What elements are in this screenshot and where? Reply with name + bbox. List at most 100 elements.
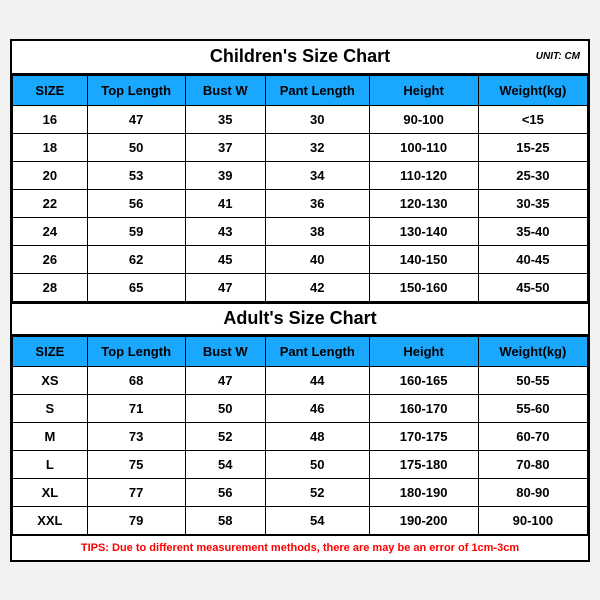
col-bust: Bust W <box>185 336 266 366</box>
table-cell: 28 <box>13 273 88 301</box>
col-bust: Bust W <box>185 75 266 105</box>
table-cell: 62 <box>87 245 185 273</box>
tips-text: TIPS: Due to different measurement metho… <box>12 535 588 560</box>
table-cell: 170-175 <box>369 422 478 450</box>
table-cell: 77 <box>87 478 185 506</box>
table-cell: S <box>13 394 88 422</box>
table-cell: 45 <box>185 245 266 273</box>
table-cell: XXL <box>13 506 88 534</box>
table-cell: 26 <box>13 245 88 273</box>
table-cell: 16 <box>13 105 88 133</box>
table-cell: 68 <box>87 366 185 394</box>
table-cell: 15-25 <box>478 133 587 161</box>
table-cell: 79 <box>87 506 185 534</box>
table-cell: 30-35 <box>478 189 587 217</box>
table-cell: 110-120 <box>369 161 478 189</box>
table-cell: 24 <box>13 217 88 245</box>
table-cell: 80-90 <box>478 478 587 506</box>
table-cell: 140-150 <box>369 245 478 273</box>
table-cell: L <box>13 450 88 478</box>
table-row: 26624540140-15040-45 <box>13 245 588 273</box>
table-row: S715046160-17055-60 <box>13 394 588 422</box>
table-cell: 71 <box>87 394 185 422</box>
table-cell: 160-165 <box>369 366 478 394</box>
table-cell: 53 <box>87 161 185 189</box>
children-table: SIZE Top Length Bust W Pant Length Heigh… <box>12 75 588 302</box>
table-row: XL775652180-19080-90 <box>13 478 588 506</box>
table-cell: 60-70 <box>478 422 587 450</box>
table-cell: 46 <box>266 394 370 422</box>
table-cell: <15 <box>478 105 587 133</box>
col-top: Top Length <box>87 75 185 105</box>
table-cell: 56 <box>185 478 266 506</box>
table-cell: 41 <box>185 189 266 217</box>
table-cell: 38 <box>266 217 370 245</box>
table-cell: 47 <box>185 366 266 394</box>
table-cell: 56 <box>87 189 185 217</box>
table-cell: 73 <box>87 422 185 450</box>
table-cell: 160-170 <box>369 394 478 422</box>
table-row: 1647353090-100<15 <box>13 105 588 133</box>
table-cell: 18 <box>13 133 88 161</box>
table-cell: 180-190 <box>369 478 478 506</box>
table-cell: 50 <box>185 394 266 422</box>
table-cell: 52 <box>185 422 266 450</box>
table-cell: 32 <box>266 133 370 161</box>
table-cell: 39 <box>185 161 266 189</box>
table-row: 20533934110-12025-30 <box>13 161 588 189</box>
children-title: Children's Size Chart <box>210 46 390 67</box>
children-title-row: Children's Size Chart UNIT: CM <box>12 41 588 75</box>
table-cell: 75 <box>87 450 185 478</box>
table-row: 24594338130-14035-40 <box>13 217 588 245</box>
table-cell: 50-55 <box>478 366 587 394</box>
table-cell: 43 <box>185 217 266 245</box>
table-cell: 45-50 <box>478 273 587 301</box>
table-cell: 40 <box>266 245 370 273</box>
table-cell: 90-100 <box>369 105 478 133</box>
table-cell: 40-45 <box>478 245 587 273</box>
table-cell: 22 <box>13 189 88 217</box>
table-cell: 25-30 <box>478 161 587 189</box>
adult-table: SIZE Top Length Bust W Pant Length Heigh… <box>12 336 588 535</box>
table-cell: M <box>13 422 88 450</box>
table-cell: 34 <box>266 161 370 189</box>
col-pant: Pant Length <box>266 336 370 366</box>
table-row: M735248170-17560-70 <box>13 422 588 450</box>
table-cell: XL <box>13 478 88 506</box>
table-cell: 47 <box>87 105 185 133</box>
table-cell: 120-130 <box>369 189 478 217</box>
children-header-row: SIZE Top Length Bust W Pant Length Heigh… <box>13 75 588 105</box>
table-row: XS684744160-16550-55 <box>13 366 588 394</box>
col-pant: Pant Length <box>266 75 370 105</box>
col-height: Height <box>369 336 478 366</box>
adult-header-row: SIZE Top Length Bust W Pant Length Heigh… <box>13 336 588 366</box>
adult-title: Adult's Size Chart <box>223 308 376 329</box>
table-cell: 90-100 <box>478 506 587 534</box>
table-cell: 58 <box>185 506 266 534</box>
table-cell: 175-180 <box>369 450 478 478</box>
table-cell: 42 <box>266 273 370 301</box>
table-cell: 130-140 <box>369 217 478 245</box>
table-row: XXL795854190-20090-100 <box>13 506 588 534</box>
col-weight: Weight(kg) <box>478 336 587 366</box>
table-cell: 37 <box>185 133 266 161</box>
table-cell: 190-200 <box>369 506 478 534</box>
table-cell: 150-160 <box>369 273 478 301</box>
table-cell: 35 <box>185 105 266 133</box>
table-cell: 59 <box>87 217 185 245</box>
size-chart-sheet: Children's Size Chart UNIT: CM SIZE Top … <box>10 39 590 562</box>
table-cell: XS <box>13 366 88 394</box>
table-row: 28654742150-16045-50 <box>13 273 588 301</box>
table-cell: 50 <box>266 450 370 478</box>
table-cell: 20 <box>13 161 88 189</box>
table-cell: 30 <box>266 105 370 133</box>
col-size: SIZE <box>13 336 88 366</box>
table-cell: 48 <box>266 422 370 450</box>
table-row: L755450175-18070-80 <box>13 450 588 478</box>
table-cell: 44 <box>266 366 370 394</box>
col-weight: Weight(kg) <box>478 75 587 105</box>
table-cell: 35-40 <box>478 217 587 245</box>
adult-title-row: Adult's Size Chart <box>12 302 588 336</box>
table-row: 22564136120-13030-35 <box>13 189 588 217</box>
col-height: Height <box>369 75 478 105</box>
